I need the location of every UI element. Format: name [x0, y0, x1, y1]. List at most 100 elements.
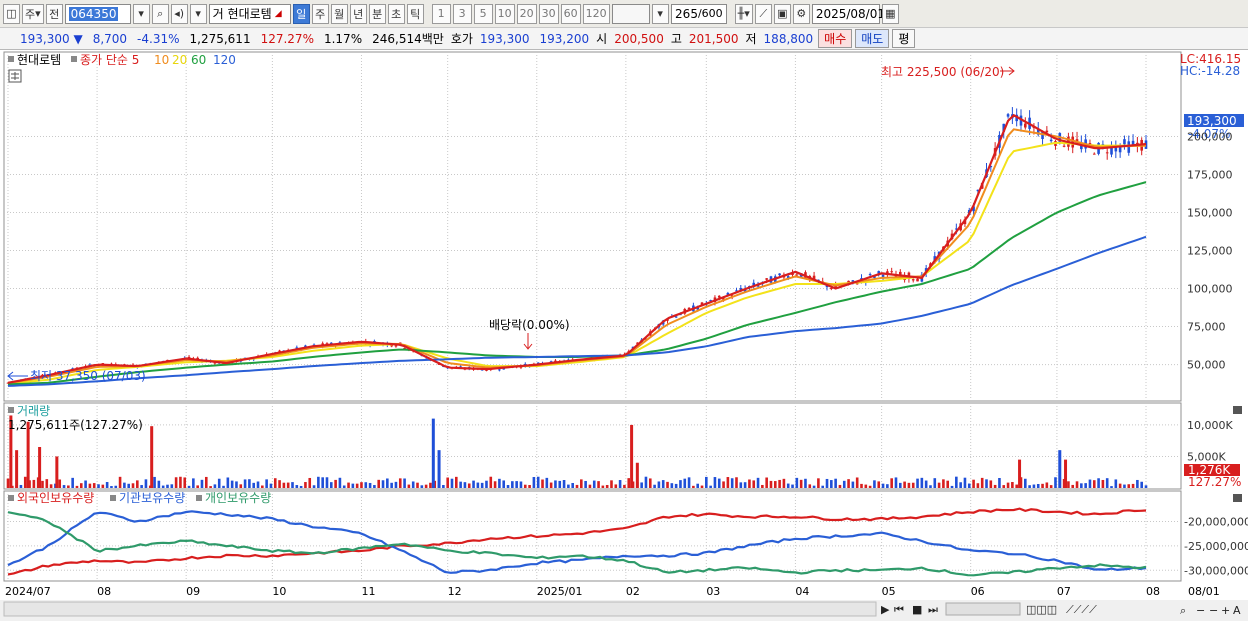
- low-price: 188,800: [763, 31, 814, 46]
- stock-code-input[interactable]: 064350: [64, 3, 131, 24]
- volume-bar: [118, 476, 122, 488]
- period-month[interactable]: 월: [330, 3, 348, 24]
- volume-tick-label: 10,000K: [1187, 419, 1233, 432]
- volume-bar: [222, 485, 225, 488]
- period-tick[interactable]: 틱: [406, 3, 424, 24]
- buy-button[interactable]: 매수: [818, 29, 853, 48]
- count-input[interactable]: 265/600: [670, 3, 727, 24]
- holdings-close-icon[interactable]: [1233, 494, 1242, 502]
- volume-bar: [907, 482, 911, 488]
- volume-bar: [429, 482, 432, 488]
- volume-bar: [261, 485, 264, 488]
- gear-icon[interactable]: ⚙: [792, 3, 810, 24]
- volume-bar: [679, 480, 682, 488]
- window-menu-icon[interactable]: ◫: [3, 3, 20, 24]
- zoom-in-icon[interactable]: +: [1221, 604, 1230, 617]
- interval-60[interactable]: 60: [560, 3, 581, 24]
- candle-body: [1075, 139, 1079, 142]
- volume-bar: [166, 484, 169, 488]
- volume-bar: [200, 479, 204, 488]
- period-week[interactable]: 주: [311, 3, 329, 24]
- interval-3[interactable]: 3: [452, 3, 472, 24]
- volume-bar: [769, 480, 773, 488]
- candle-body: [709, 300, 712, 302]
- volume-bar: [670, 483, 674, 488]
- market-type-select[interactable]: 주 ▾: [22, 3, 44, 24]
- date-input[interactable]: 2025/08/01: [811, 3, 885, 24]
- calendar-icon[interactable]: ▦: [881, 3, 899, 24]
- volume-bar: [549, 482, 553, 488]
- volume-bar: [700, 485, 704, 488]
- stock-name-field[interactable]: 거 현대로템 ◢: [208, 3, 291, 24]
- layout-icon[interactable]: ◫◫◫: [1026, 603, 1057, 616]
- volume-bar: [472, 480, 475, 488]
- draw-icons[interactable]: ⟋⟋⟋⟋: [1066, 603, 1097, 616]
- price-tick-label: 175,000: [1187, 168, 1233, 181]
- volume-bar: [476, 482, 480, 488]
- zoom-slider[interactable]: [945, 602, 1021, 616]
- zoom-out-icon[interactable]: −: [1196, 604, 1205, 617]
- candle-body: [765, 278, 768, 280]
- volume-bar: [511, 481, 514, 488]
- candle-body: [304, 345, 307, 348]
- scroll-last-icon[interactable]: ⏭: [928, 603, 938, 616]
- volume-bar: [942, 479, 945, 488]
- candle-body: [536, 362, 540, 364]
- scroll-first-icon[interactable]: ⏮: [894, 603, 904, 616]
- volume-bar: [67, 485, 70, 488]
- volume-bar: [41, 480, 44, 488]
- volume-bar: [1067, 481, 1070, 488]
- sound-icon[interactable]: ◂): [170, 3, 188, 24]
- zoom-search-icon[interactable]: ⌕: [1180, 604, 1186, 617]
- sell-button[interactable]: 매도: [855, 29, 890, 48]
- dividend-annotation: 배당락(0.00%): [489, 318, 570, 332]
- interval-custom-input[interactable]: [611, 3, 650, 24]
- eval-button[interactable]: 평: [892, 29, 916, 48]
- volume-bar: [692, 485, 695, 488]
- sound-dropdown-icon[interactable]: ▾: [189, 3, 207, 24]
- period-day[interactable]: 일: [292, 3, 310, 24]
- interval-dropdown-icon[interactable]: ▾: [651, 3, 669, 24]
- bid-price: 193,200: [539, 31, 590, 46]
- volume-bar: [174, 477, 178, 488]
- period-second[interactable]: 초: [387, 3, 405, 24]
- stock-chart[interactable]: 현대로템 종가 단순 5 10 20 60 120 최고 225,500 (06…: [0, 50, 1248, 621]
- candle-body: [1131, 140, 1135, 145]
- period-year[interactable]: 년: [349, 3, 367, 24]
- lc-label: LC:416.15: [1180, 52, 1241, 66]
- interval-10[interactable]: 10: [494, 3, 515, 24]
- volume-bar: [627, 478, 631, 488]
- volume-bar: [75, 485, 79, 488]
- holdings-line-2: [7, 511, 1147, 577]
- volume-value: 1,275,611: [189, 31, 251, 46]
- volume-bar: [890, 478, 893, 488]
- interval-1[interactable]: 1: [431, 3, 451, 24]
- scroll-right-icon[interactable]: ▶: [881, 603, 890, 616]
- volume-bar: [196, 485, 199, 488]
- volume-bar: [110, 486, 113, 488]
- code-dropdown-icon[interactable]: ▾: [132, 3, 150, 24]
- candle-body: [739, 288, 743, 291]
- volume-bar: [1140, 481, 1143, 488]
- scroll-track[interactable]: [3, 601, 877, 617]
- zoom-line-icon[interactable]: −: [1209, 604, 1218, 617]
- search-icon[interactable]: ⌕: [151, 3, 169, 24]
- volume-bar: [808, 484, 812, 488]
- volume-bar: [963, 477, 967, 488]
- save-icon[interactable]: ▣: [773, 3, 791, 24]
- font-size-icon[interactable]: A: [1233, 604, 1241, 617]
- stop-icon[interactable]: ■: [912, 603, 922, 616]
- interval-5[interactable]: 5: [473, 3, 493, 24]
- candle-type-icon[interactable]: ╫▾: [734, 3, 753, 24]
- interval-30[interactable]: 30: [538, 3, 559, 24]
- draw-tool-icon[interactable]: ⟋: [754, 3, 772, 24]
- interval-120[interactable]: 120: [582, 3, 610, 24]
- prev-button[interactable]: 전: [45, 3, 63, 24]
- x-tick-label: 09: [186, 585, 200, 598]
- period-minute[interactable]: 분: [368, 3, 386, 24]
- interval-20[interactable]: 20: [516, 3, 537, 24]
- high-annotation: 최고 225,500 (06/20): [881, 65, 1004, 79]
- volume-bar: [114, 485, 118, 488]
- price-tick-label: 150,000: [1187, 206, 1233, 219]
- volume-close-icon[interactable]: [1233, 406, 1242, 414]
